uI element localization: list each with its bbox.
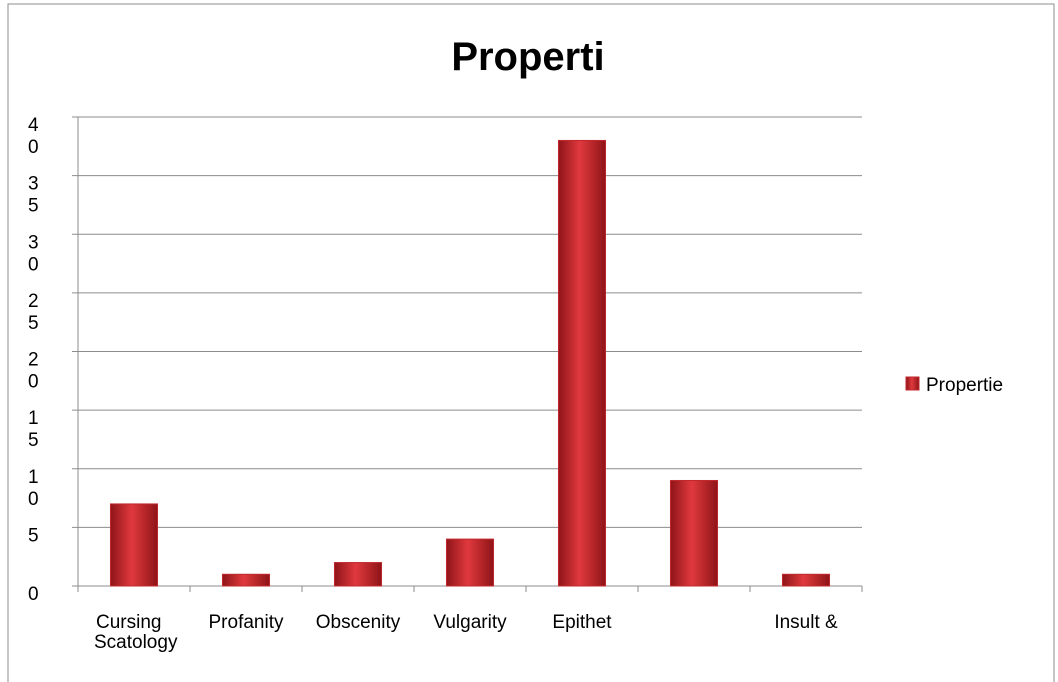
y-tick-label-line: 2 [28,291,39,312]
x-tick-label: Insult & [774,612,838,633]
y-tick-label-line: 2 [28,350,39,371]
y-tick-label-line: 0 [28,489,39,510]
y-tick-label-line: 5 [28,430,39,451]
bar [333,562,383,587]
y-tick-label-line: 3 [28,232,39,253]
x-tick-label: Vulgarity [433,612,507,633]
x-tick-label-line: Scatology [94,632,178,653]
y-tick-label-line: 4 [28,115,39,136]
y-tick-label-line: 0 [28,137,39,158]
y-tick-label-line: 5 [28,196,39,217]
y-tick-label: 5 [28,525,39,546]
bar [781,573,831,587]
x-tick-label: Epithet [552,612,612,633]
bar [557,139,607,587]
chart-frame [7,3,1055,682]
y-tick-label-line: 5 [28,525,39,546]
y-tick-label-line: 3 [28,174,39,195]
y-tick-label-line: 0 [28,254,39,275]
x-tick-label: Cursing Scatology [94,612,178,653]
bar [445,538,495,587]
y-tick-label: 0 [28,584,39,605]
x-tick-label: Profanity [209,612,284,633]
chart-title: Properti [451,35,604,79]
y-tick-label-line: 1 [28,408,39,429]
bar [221,573,271,587]
legend-swatch [905,376,920,391]
y-tick-label-line: 0 [28,584,39,605]
legend-label: Propertie [926,375,1003,396]
y-tick-label-line: 1 [28,467,39,488]
x-tick-label-line: Cursing [96,612,161,633]
bar [109,503,159,587]
y-tick-label-line: 0 [28,372,39,393]
bar [669,479,719,587]
x-tick-label: Obscenity [316,612,401,633]
y-tick-label-line: 5 [28,313,39,334]
